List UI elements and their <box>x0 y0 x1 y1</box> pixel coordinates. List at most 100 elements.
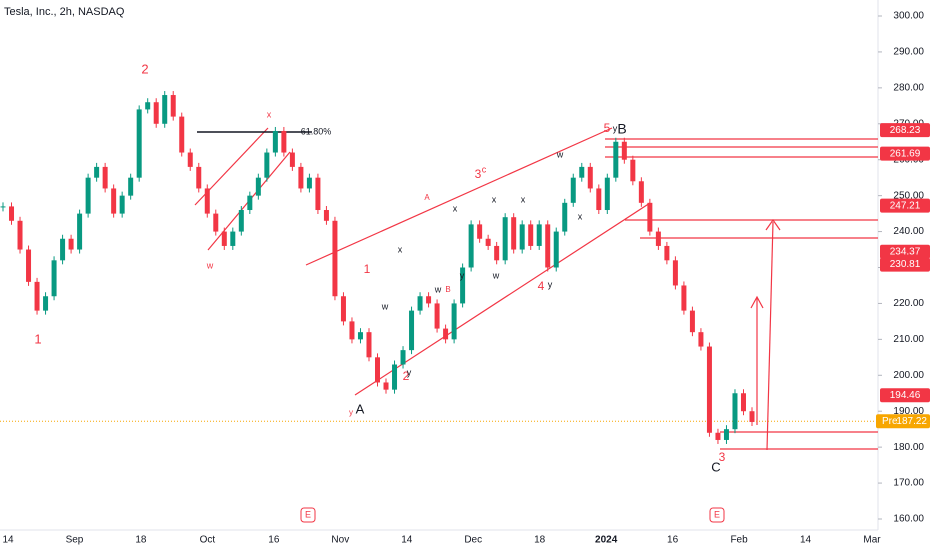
candle <box>179 116 185 153</box>
candle <box>392 364 398 390</box>
candle <box>672 260 678 286</box>
annotation: A <box>356 401 365 416</box>
y-tick-label: 160.00 <box>893 514 924 525</box>
candle <box>596 188 602 211</box>
candle <box>349 321 355 340</box>
annotation: x <box>398 244 403 254</box>
candle <box>340 296 346 322</box>
candle <box>426 296 432 304</box>
candle <box>451 303 457 340</box>
y-tick-label: 300.00 <box>893 11 924 22</box>
arrow-head <box>750 295 764 309</box>
price-tag <box>880 388 930 403</box>
candle <box>43 296 49 311</box>
annotation: 2 <box>141 61 148 76</box>
candle <box>638 181 644 203</box>
pre-tag-name: Pre <box>882 416 898 427</box>
candle <box>77 213 83 250</box>
candle <box>238 210 244 232</box>
candle <box>494 245 500 261</box>
candle <box>306 177 312 189</box>
candle <box>0 206 6 208</box>
x-tick-label: 18 <box>534 535 546 546</box>
y-tick-label: 180.00 <box>893 442 924 453</box>
candle <box>621 141 627 160</box>
x-tick-label: Nov <box>331 535 349 546</box>
candle <box>128 177 134 196</box>
pre-tag <box>876 414 930 429</box>
candle <box>545 224 551 268</box>
chart-title: Tesla, Inc., 2h, NASDAQ <box>4 6 125 18</box>
price-tag <box>880 123 930 138</box>
annotation: A <box>424 193 430 202</box>
annotation: w <box>556 149 564 159</box>
y-tick-label: 280.00 <box>893 82 924 93</box>
candle <box>604 177 610 211</box>
channel-upper <box>305 127 613 266</box>
candle <box>613 141 619 178</box>
candle <box>536 224 542 246</box>
candle <box>221 231 227 246</box>
annotation: c <box>482 164 487 174</box>
candle <box>715 432 721 440</box>
candle <box>332 220 338 297</box>
annotation: w <box>206 260 214 270</box>
candle <box>289 152 295 167</box>
y-tick-label: 200.00 <box>893 370 924 381</box>
annotation: 2 <box>403 369 410 383</box>
annotation: 1 <box>364 262 371 276</box>
candle <box>230 231 236 246</box>
candle <box>417 296 423 311</box>
x-tick-label: Sep <box>66 535 84 546</box>
candle <box>170 95 176 117</box>
candle <box>732 393 738 430</box>
annotation: 3 <box>475 167 482 181</box>
x-tick-label: 14 <box>800 535 812 546</box>
candle <box>383 382 389 390</box>
candle <box>698 332 704 347</box>
candle <box>647 202 653 232</box>
x-tick-label: 2024 <box>595 535 618 546</box>
candle <box>723 429 729 440</box>
candle <box>255 177 261 196</box>
y-tick-label: 170.00 <box>893 478 924 489</box>
candle <box>443 328 449 340</box>
annotation: y <box>407 367 412 377</box>
x-tick-label: 14 <box>2 535 14 546</box>
candle <box>247 195 253 211</box>
annotation: E <box>305 509 311 519</box>
candle <box>145 102 151 110</box>
candle <box>400 350 406 365</box>
candle <box>681 285 687 311</box>
x-tick-label: Mar <box>863 535 881 546</box>
candle <box>655 231 661 246</box>
candle <box>511 217 517 250</box>
annotation: w <box>492 270 500 280</box>
candle <box>34 281 40 311</box>
price-tag-label: 194.46 <box>890 390 921 401</box>
candle <box>162 95 168 124</box>
price-tag <box>880 244 930 259</box>
candle <box>553 231 559 268</box>
annotation: 61.80% <box>301 126 332 136</box>
annotation: x <box>453 203 458 213</box>
x-tick-label: Oct <box>200 535 216 546</box>
candle <box>740 393 746 412</box>
annotation: x <box>492 194 497 204</box>
annotation: B <box>617 121 626 137</box>
candle <box>102 166 108 189</box>
candle <box>281 130 287 153</box>
x-tick-label: Feb <box>730 535 748 546</box>
candle <box>119 195 125 214</box>
candle <box>196 166 202 189</box>
candle <box>9 206 15 221</box>
candle <box>315 177 321 211</box>
y-tick-label: 220.00 <box>893 298 924 309</box>
candle <box>85 177 91 214</box>
annotation: x <box>521 194 526 204</box>
candle <box>323 210 329 221</box>
candle <box>213 213 219 232</box>
price-tag-label: 261.69 <box>890 148 921 159</box>
annotation: x <box>267 109 272 119</box>
candle <box>689 310 695 333</box>
